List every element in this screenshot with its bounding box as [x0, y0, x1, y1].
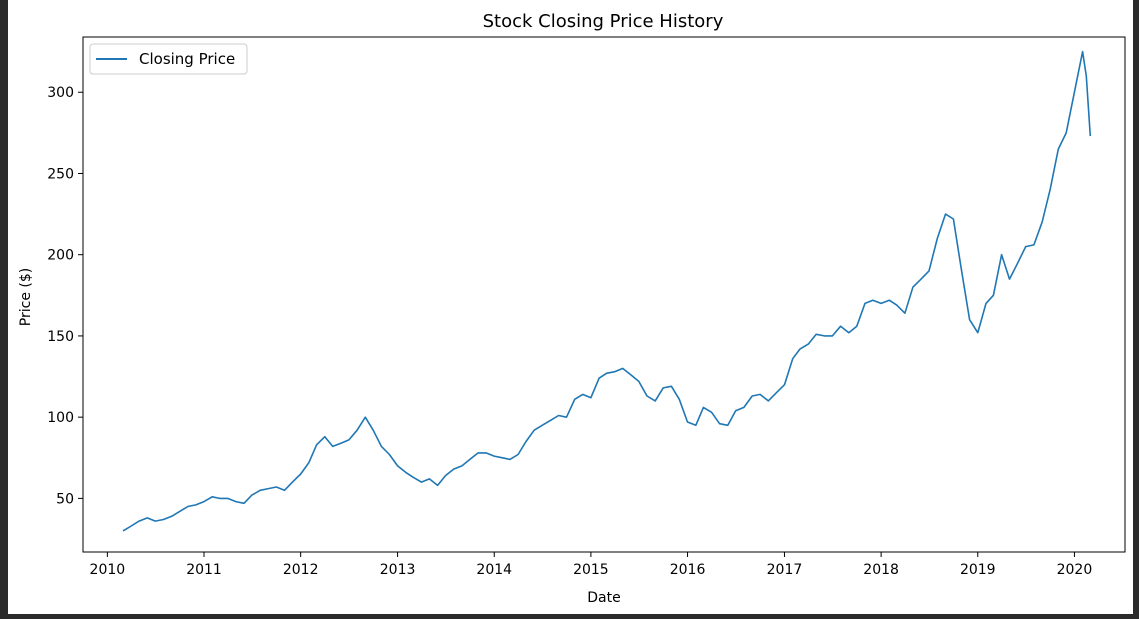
closing-price-line	[122, 50, 1092, 532]
x-tick-label: 2016	[670, 562, 706, 578]
x-tick-label: 2017	[767, 562, 803, 578]
legend-box	[89, 43, 248, 75]
stock-price-chart: Stock Closing Price History 50 100 150 200 2…	[18, 11, 1126, 606]
y-tick-label: 150	[47, 329, 74, 345]
x-tick-label: 2014	[476, 562, 512, 578]
chart-title: Stock Closing Price History	[483, 11, 724, 32]
x-tick-label: 2015	[573, 562, 609, 578]
y-tick-label: 250	[47, 166, 74, 182]
legend-label-closing-price: Closing Price	[139, 50, 235, 68]
x-tick-label: 2020	[1057, 562, 1093, 578]
y-tick-label: 50	[56, 491, 74, 507]
x-tick-label: 2012	[283, 562, 319, 578]
y-tick-label: 300	[47, 85, 74, 101]
plot-area	[82, 36, 1126, 553]
chart-frame: Stock Closing Price History 50 100 150 200 2…	[8, 0, 1133, 614]
x-tick-label: 2011	[186, 562, 222, 578]
x-tick-label: 2019	[960, 562, 996, 578]
x-tick-label: 2018	[863, 562, 899, 578]
x-axis-label: Date	[587, 590, 620, 606]
x-tick-label: 2013	[380, 562, 416, 578]
legend: Closing Price	[89, 43, 248, 75]
x-axis: 2010 2011 2012 2013 2014 2015 2016 2017 2018 2019…	[90, 552, 1093, 578]
y-axis-label: Price ($)	[18, 268, 34, 326]
y-axis: 50 100 150 200 250 300	[47, 85, 83, 507]
y-tick-label: 100	[47, 410, 74, 426]
x-tick-label: 2010	[90, 562, 126, 578]
y-tick-label: 200	[47, 248, 74, 264]
